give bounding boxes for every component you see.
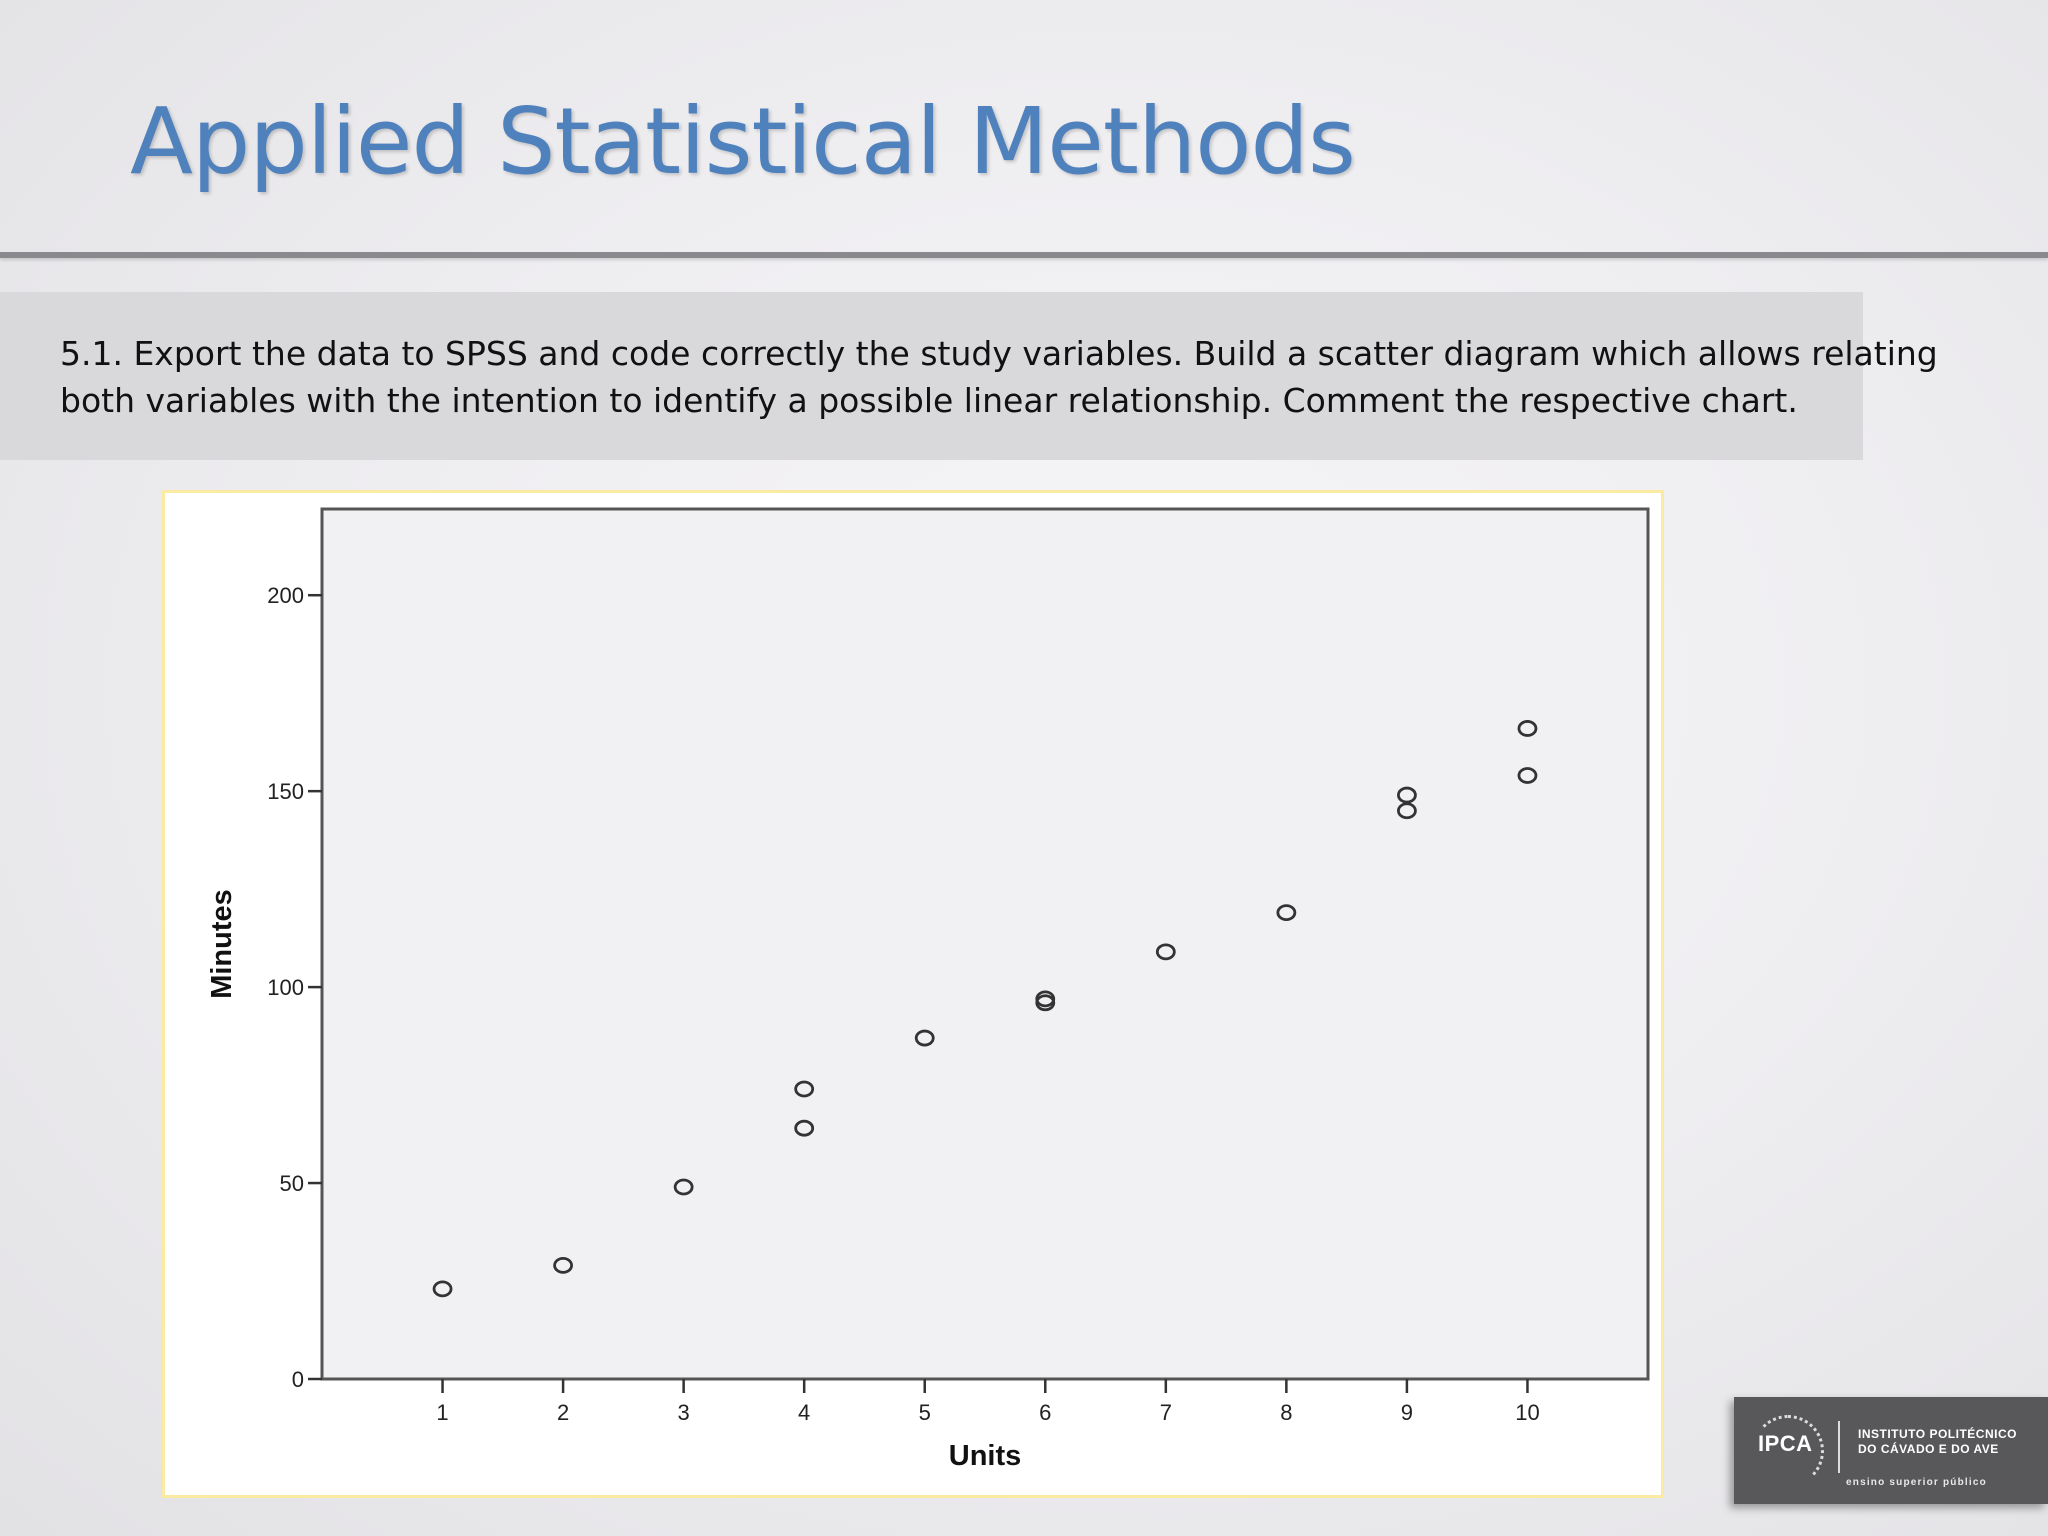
y-axis-label: Minutes xyxy=(206,889,238,999)
slide-title: Applied Statistical Methods xyxy=(130,88,1356,195)
x-tick-label: 8 xyxy=(1280,1400,1292,1425)
task-text: 5.1. Export the data to SPSS and code co… xyxy=(60,334,1938,420)
data-point xyxy=(1517,720,1538,737)
y-tick-label: 50 xyxy=(280,1171,304,1196)
data-point xyxy=(1397,786,1417,804)
logo-name-line2: DO CÁVADO E DO AVE xyxy=(1858,1442,1999,1456)
data-point xyxy=(794,1080,815,1098)
data-point xyxy=(1155,943,1176,961)
x-tick-label: 2 xyxy=(557,1400,569,1425)
y-tick-label: 200 xyxy=(267,583,304,608)
data-point xyxy=(553,1256,573,1274)
x-axis-label: Units xyxy=(949,1440,1022,1472)
logo-tagline: ensino superior público xyxy=(1846,1477,1987,1488)
y-tick-label: 0 xyxy=(292,1367,304,1392)
x-tick-label: 3 xyxy=(678,1400,690,1425)
plot-area xyxy=(320,507,1650,1381)
data-point xyxy=(1035,990,1056,1008)
title-divider xyxy=(0,252,2048,258)
x-tick-label: 4 xyxy=(798,1400,810,1425)
scatter-chart: 0 50 100 150 200 1 2 3 4 5 6 7 8 9 10 Units Minutes xyxy=(162,490,1664,1498)
x-tick-label: 5 xyxy=(919,1400,931,1425)
data-point xyxy=(1397,802,1417,820)
y-axis: 0 50 100 150 200 xyxy=(267,583,322,1392)
ipca-logo: IPCA INSTITUTO POLITÉCNICO DO CÁVADO E D… xyxy=(1734,1397,2048,1504)
x-tick-label: 1 xyxy=(436,1400,448,1425)
data-point xyxy=(914,1029,935,1047)
data-point xyxy=(1517,767,1538,784)
data-point xyxy=(794,1119,815,1137)
x-tick-label: 9 xyxy=(1401,1400,1413,1425)
logo-rays-icon xyxy=(1752,1415,1824,1487)
logo-separator xyxy=(1838,1421,1840,1473)
logo-name-line1: INSTITUTO POLITÉCNICO xyxy=(1858,1427,2017,1441)
task-box xyxy=(0,292,1863,460)
y-tick-label: 100 xyxy=(267,975,304,1000)
x-tick-label: 10 xyxy=(1515,1400,1539,1425)
x-axis: 1 2 3 4 5 6 7 8 9 10 xyxy=(436,1379,1540,1425)
logo-name: INSTITUTO POLITÉCNICO DO CÁVADO E DO AVE xyxy=(1858,1427,2017,1457)
y-tick-label: 150 xyxy=(267,779,304,804)
x-tick-label: 7 xyxy=(1160,1400,1172,1425)
data-point xyxy=(673,1178,694,1196)
data-point xyxy=(1276,904,1297,922)
logo-mark: IPCA xyxy=(1758,1431,1813,1456)
scatter-plot-svg: 0 50 100 150 200 1 2 3 4 5 6 7 8 9 10 Units Minutes xyxy=(206,507,1650,1472)
data-points xyxy=(432,720,1538,1298)
x-tick-label: 6 xyxy=(1039,1400,1051,1425)
data-point xyxy=(432,1280,453,1298)
